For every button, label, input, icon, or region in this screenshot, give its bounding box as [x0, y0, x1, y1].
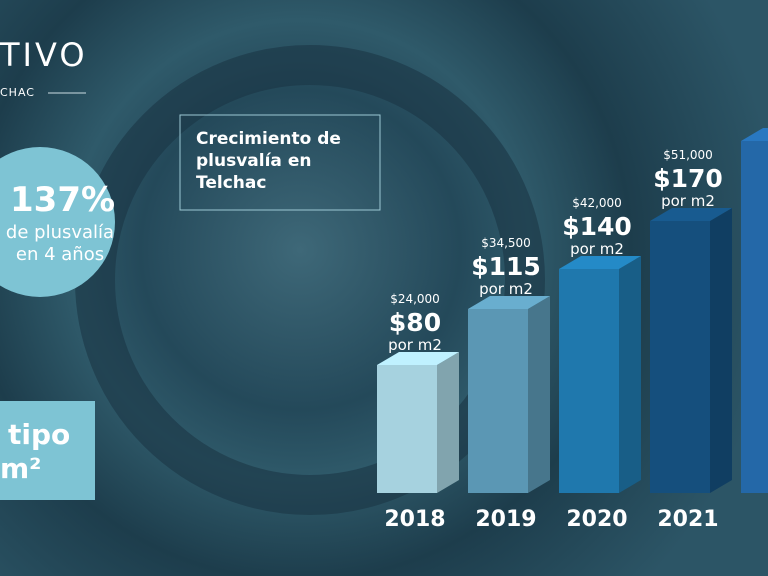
- side-box-line1: tipo: [8, 418, 71, 451]
- unit-label: por m2: [570, 240, 624, 258]
- bar: [377, 365, 437, 493]
- bar-side: [437, 352, 459, 493]
- badge-value: 137%: [10, 180, 116, 220]
- unit-label: por m2: [388, 336, 442, 354]
- title-box: [179, 114, 381, 211]
- bar-top: [559, 256, 641, 269]
- x-tick-label: 2020: [566, 507, 627, 532]
- brand-name: TIVO: [0, 36, 88, 74]
- bar-side: [619, 256, 641, 493]
- total-label: $24,000: [390, 292, 440, 306]
- total-label: $42,000: [572, 196, 622, 210]
- x-tick-label: 2021: [657, 507, 718, 532]
- total-label: $51,000: [663, 148, 713, 162]
- unit-label: por m2: [661, 192, 715, 210]
- value-label: $115: [471, 252, 541, 281]
- badge-circle: [0, 147, 115, 297]
- brand-location: CHAC: [0, 86, 35, 99]
- total-label: $34,500: [481, 236, 531, 250]
- bar: [741, 141, 768, 493]
- bar: [559, 269, 619, 493]
- unit-label: por m2: [479, 280, 533, 298]
- bar-top: [377, 352, 459, 365]
- bar: [468, 309, 528, 493]
- bar-top: [650, 208, 732, 221]
- x-tick-label: 2019: [475, 507, 536, 532]
- bar-side: [710, 208, 732, 493]
- chart-title: Crecimiento de plusvalía en Telchac: [196, 129, 341, 193]
- x-tick-label: 2018: [384, 507, 445, 532]
- bar-top: [468, 296, 550, 309]
- side-box: [0, 401, 95, 500]
- side-box-line2: m²: [0, 452, 42, 485]
- bar-top: [741, 128, 768, 141]
- bg-ring: [75, 45, 545, 515]
- value-label: $170: [653, 164, 723, 193]
- value-label: $80: [389, 308, 441, 337]
- bar: [650, 221, 710, 493]
- value-label: $140: [562, 212, 632, 241]
- badge-text: de plusvalía en 4 años: [5, 222, 115, 265]
- bar-side: [528, 296, 550, 493]
